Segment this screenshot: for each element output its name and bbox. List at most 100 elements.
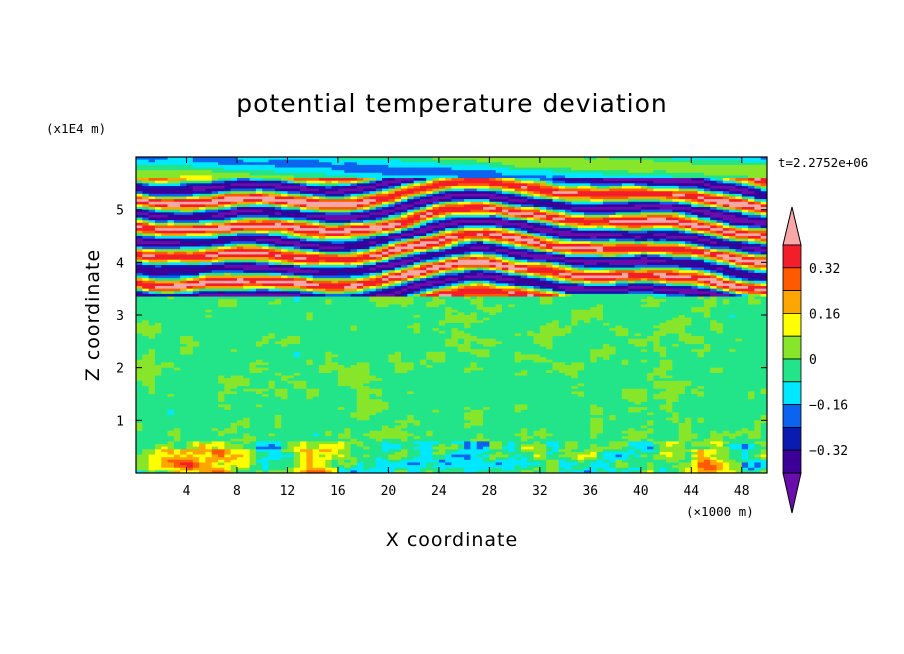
- contour-cell: [527, 404, 591, 408]
- contour-cell: [716, 204, 724, 208]
- contour-cell: [312, 315, 415, 319]
- contour-cell: [382, 236, 389, 240]
- contour-cell: [382, 222, 389, 227]
- contour-cell: [647, 217, 667, 221]
- contour-cell: [281, 378, 289, 382]
- contour-cell: [760, 283, 767, 287]
- contour-cell: [293, 451, 301, 456]
- contour-cell: [136, 280, 143, 284]
- contour-cell: [205, 315, 213, 319]
- contour-cell: [426, 470, 434, 473]
- contour-cell: [596, 204, 636, 208]
- contour-cell: [703, 220, 711, 224]
- contour-cell: [318, 291, 326, 295]
- contour-cell: [293, 178, 320, 182]
- contour-cell: [249, 457, 257, 461]
- contour-cell: [558, 214, 566, 219]
- contour-cell: [337, 462, 358, 466]
- contour-cell: [647, 372, 667, 377]
- contour-cell: [659, 391, 686, 395]
- contour-cell: [691, 449, 699, 453]
- contour-cell: [514, 188, 528, 192]
- contour-cell: [520, 214, 535, 219]
- contour-cell: [432, 246, 440, 250]
- contour-cell: [678, 212, 686, 216]
- contour-cell: [325, 433, 333, 437]
- contour-cell: [741, 454, 749, 458]
- contour-cell: [571, 457, 579, 461]
- contour-cell: [199, 278, 207, 282]
- contour-cell: [666, 346, 705, 350]
- contour-cell: [413, 236, 421, 240]
- contour-cell: [186, 454, 194, 458]
- contour-cell: [729, 188, 749, 192]
- contour-cell: [274, 243, 282, 248]
- contour-cell: [672, 199, 686, 203]
- contour-cell: [697, 296, 705, 300]
- contour-cell: [483, 251, 497, 256]
- contour-cell: [520, 236, 528, 240]
- contour-cell: [249, 467, 263, 471]
- contour-cell: [432, 286, 440, 290]
- contour-cell: [527, 196, 535, 200]
- contour-cell: [369, 225, 396, 229]
- contour-cell: [514, 262, 541, 266]
- contour-cell: [735, 254, 743, 258]
- contour-cell: [445, 178, 453, 182]
- contour-cell: [142, 209, 150, 213]
- contour-cell: [483, 301, 541, 306]
- contour-cell: [539, 249, 547, 253]
- contour-cell: [344, 454, 352, 458]
- contour-cell: [735, 470, 743, 473]
- contour-cell: [748, 467, 755, 471]
- contour-cell: [167, 441, 175, 445]
- contour-cell: [293, 257, 307, 261]
- contour-cell: [571, 362, 585, 366]
- contour-cell: [394, 204, 402, 208]
- contour-cell: [590, 436, 598, 440]
- contour-cell: [136, 338, 181, 342]
- contour-cell: [337, 378, 383, 382]
- contour-cell: [489, 164, 516, 169]
- contour-cell: [249, 454, 257, 458]
- contour-cell: [514, 193, 522, 198]
- contour-cell: [451, 312, 459, 316]
- contour-cell: [666, 170, 767, 174]
- contour-cell: [672, 257, 692, 261]
- contour-cell: [407, 251, 415, 256]
- contour-cell: [710, 243, 749, 248]
- contour-cell: [520, 272, 528, 277]
- contour-cell: [394, 241, 402, 245]
- contour-cell: [318, 236, 326, 240]
- contour-cell: [691, 286, 699, 290]
- contour-cell: [306, 462, 314, 466]
- contour-cell: [325, 220, 352, 224]
- contour-cell: [539, 230, 572, 234]
- contour-cell: [218, 193, 225, 198]
- contour-cell: [501, 236, 522, 240]
- contour-cell: [306, 444, 320, 448]
- contour-cell: [710, 225, 718, 229]
- contour-cell: [615, 462, 629, 466]
- contour-cell: [167, 180, 181, 184]
- contour-cell: [173, 436, 181, 440]
- contour-cell: [495, 204, 503, 208]
- contour-cell: [729, 454, 743, 458]
- contour-cell: [350, 222, 364, 227]
- contour-cell: [735, 193, 743, 198]
- contour-cell: [470, 351, 490, 356]
- contour-cell: [230, 422, 251, 427]
- contour-cell: [741, 257, 755, 261]
- contour-cell: [426, 230, 434, 234]
- contour-cell: [426, 430, 434, 435]
- contour-cell: [224, 222, 232, 227]
- contour-cell: [716, 249, 730, 253]
- contour-cell: [236, 204, 251, 208]
- contour-cell: [710, 249, 718, 253]
- contour-cell: [748, 188, 755, 192]
- contour-cell: [546, 278, 554, 282]
- contour-cell: [426, 236, 434, 240]
- contour-cell: [501, 214, 509, 219]
- contour-cell: [388, 262, 408, 266]
- contour-cell: [596, 433, 629, 437]
